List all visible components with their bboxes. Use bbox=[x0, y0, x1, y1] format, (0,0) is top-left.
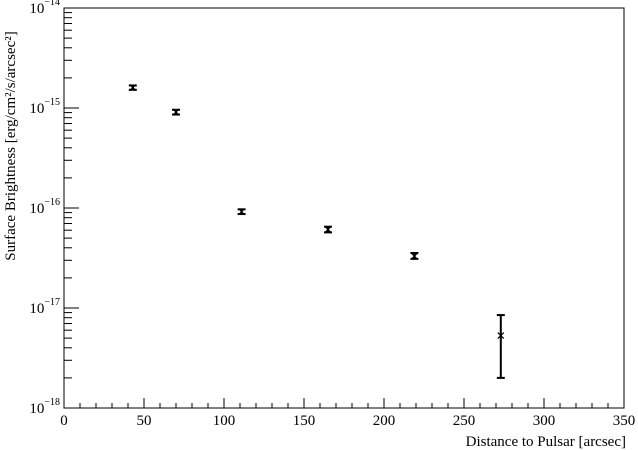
y-tick-label-base: 10 bbox=[29, 201, 44, 217]
y-tick-label-exponent: −18 bbox=[44, 397, 60, 408]
y-axis-label: Surface Brightness [erg/cm²/s/arcsec²] bbox=[3, 31, 19, 260]
y-tick-label-exponent: −16 bbox=[44, 197, 60, 208]
x-tick-label: 0 bbox=[60, 413, 68, 429]
y-tick-label: 10−15 bbox=[29, 97, 60, 117]
marker-stroke bbox=[324, 226, 332, 233]
data-series bbox=[128, 84, 505, 379]
x-tick-label: 250 bbox=[453, 413, 476, 429]
x-tick-label: 200 bbox=[373, 413, 396, 429]
x-tick-label: 100 bbox=[213, 413, 236, 429]
x-axis-label: Distance to Pulsar [arcsec] bbox=[466, 434, 626, 450]
marker-stroke bbox=[497, 332, 505, 339]
data-point bbox=[324, 226, 332, 233]
y-tick-label-exponent: −15 bbox=[44, 97, 60, 108]
marker-stroke bbox=[238, 208, 246, 216]
y-tick-label: 10−18 bbox=[29, 397, 60, 417]
y-tick-label-base: 10 bbox=[29, 1, 44, 17]
x-tick-label: 300 bbox=[533, 413, 556, 429]
data-point bbox=[497, 332, 505, 339]
data-point bbox=[410, 252, 418, 260]
y-tick-label-base: 10 bbox=[29, 101, 44, 117]
data-point bbox=[172, 108, 180, 116]
y-tick-label: 10−16 bbox=[29, 197, 60, 217]
y-tick-label-base: 10 bbox=[29, 301, 44, 317]
x-tick-label: 50 bbox=[137, 413, 152, 429]
y-tick-label-base: 10 bbox=[29, 401, 44, 417]
data-point bbox=[129, 84, 137, 92]
marker-stroke bbox=[129, 84, 137, 92]
y-tick-label-exponent: −17 bbox=[44, 297, 60, 308]
x-axis: 0 50 100 150 200 250 300 350 bbox=[60, 398, 635, 429]
marker-stroke bbox=[410, 252, 418, 260]
plot-frame bbox=[63, 7, 625, 409]
data-point bbox=[238, 208, 246, 216]
y-tick-label: 10−14 bbox=[29, 0, 60, 17]
y-tick-label-exponent: −14 bbox=[44, 0, 60, 8]
x-tick-label: 350 bbox=[613, 413, 636, 429]
marker-stroke bbox=[172, 108, 180, 116]
x-tick-label: 150 bbox=[293, 413, 316, 429]
y-tick-label: 10−17 bbox=[29, 297, 60, 317]
